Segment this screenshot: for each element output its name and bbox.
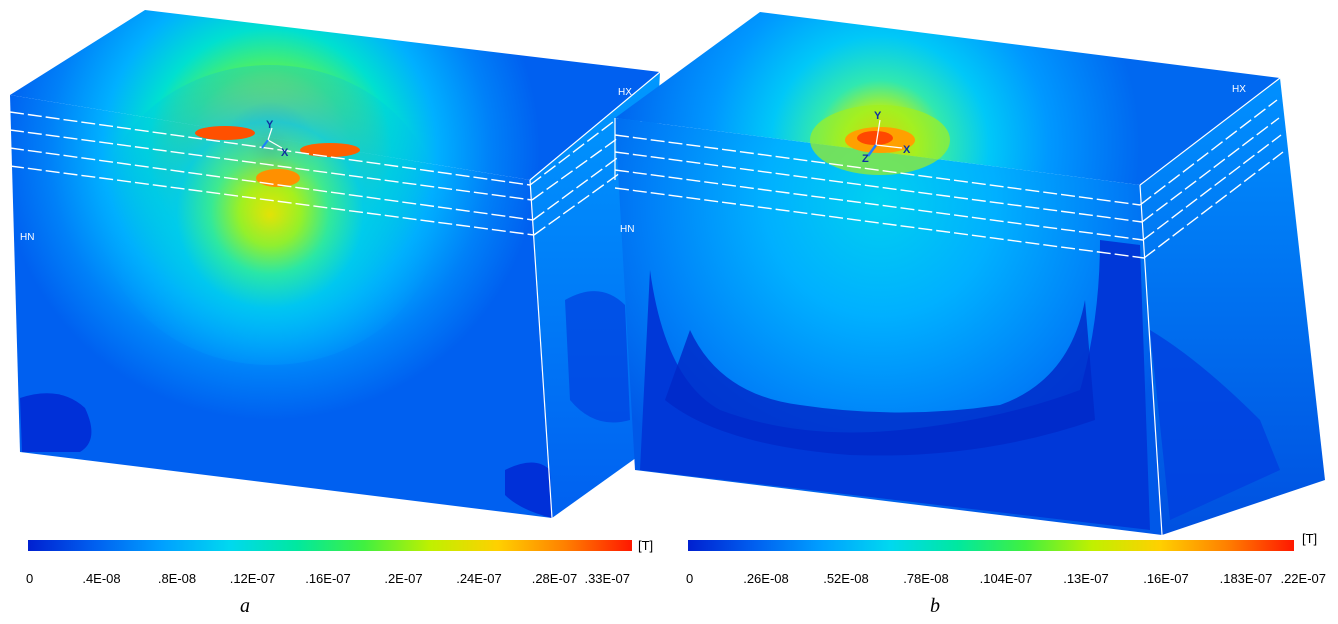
panel-a: HX HN Y X [9,10,661,519]
axis-x-label-a: X [281,147,289,159]
caption-a: a [240,595,250,617]
colorbar-b-tick-label: .104E-07 [980,571,1033,586]
colorbar-b-tick-label: .52E-08 [823,571,869,586]
caption-b: b [930,595,940,617]
colorbar-a-tick-label: .8E-08 [158,571,196,586]
axis-triad-a: Y X [261,119,289,159]
colorbar-a-tick-label: .24E-07 [456,571,502,586]
colorbar-b-tick-label: .78E-08 [903,571,949,586]
colorbar-a: [T] 0 .4E-08 .8E-08 .12E-07 .16E-07 .2E-07 .24… [26,538,653,586]
colorbar-b-unit: [T] [1302,531,1317,546]
hot-spot-a3 [256,169,300,187]
colorbar-a-unit: [T] [638,538,653,553]
axis-y-label-b: Y [874,110,882,122]
hot-spot-b2 [857,131,893,145]
colorbar-a-tick-label: .4E-08 [82,571,120,586]
low-field-patch-a1 [20,393,92,452]
axis-x-label-b: X [903,144,911,156]
colorbar-b-tick-label: .22E-07 [1280,571,1326,586]
colorbar-a-tick-label: .2E-07 [384,571,422,586]
node-label-hn-a: HN [20,232,34,243]
low-field-patch-a2 [505,462,552,518]
colorbar-a-bar [28,540,632,551]
colorbar-b-bar [688,540,1294,551]
colorbar-b-tick-label: 0 [686,571,693,586]
layer-lines-a [9,89,660,236]
box-edges-b [614,77,1281,536]
low-field-inner-b [665,300,1095,456]
axis-triad-b: Y X Z [862,110,911,165]
colorbar-a-tick-label: .28E-07 [532,571,578,586]
low-field-side-b [1150,330,1280,520]
low-field-patch-a3 [565,291,630,423]
node-label-hn-b: HN [620,224,634,235]
colorbar-a-tick-label: .12E-07 [230,571,276,586]
colorbar-b-tick-label: .26E-08 [743,571,789,586]
low-field-region-b [640,240,1150,530]
panel-b: HX HN Y X Z [614,12,1325,536]
colorbar-b-tick-label: .16E-07 [1143,571,1189,586]
colorbar-a-tick-label: 0 [26,571,33,586]
box-edges-a [529,71,661,519]
hot-spot-a2 [300,143,360,157]
axis-y-label-a: Y [266,119,274,131]
colorbar-a-ticks: 0 .4E-08 .8E-08 .12E-07 .16E-07 .2E-07 .24E-07… [26,571,630,586]
box-b-top-face [615,12,1280,185]
layer-lines-b [614,99,1284,259]
colorbar-b: [T] 0 .26E-08 .52E-08 .78E-08 .104E-07 .13E-0… [686,531,1326,586]
colorbar-a-tick-label: .33E-07 [584,571,630,586]
node-label-hx-a: HX [618,87,632,98]
colorbar-a-tick-label: .16E-07 [305,571,351,586]
hot-spot-a1 [195,126,255,140]
node-label-hx-b: HX [1232,84,1246,95]
colorbar-b-tick-label: .183E-07 [1220,571,1273,586]
field-plume-a [100,65,440,365]
colorbar-b-ticks: 0 .26E-08 .52E-08 .78E-08 .104E-07 .13E-07 .16… [686,571,1326,586]
axis-z-label-b: Z [862,153,869,165]
colorbar-b-tick-label: .13E-07 [1063,571,1109,586]
